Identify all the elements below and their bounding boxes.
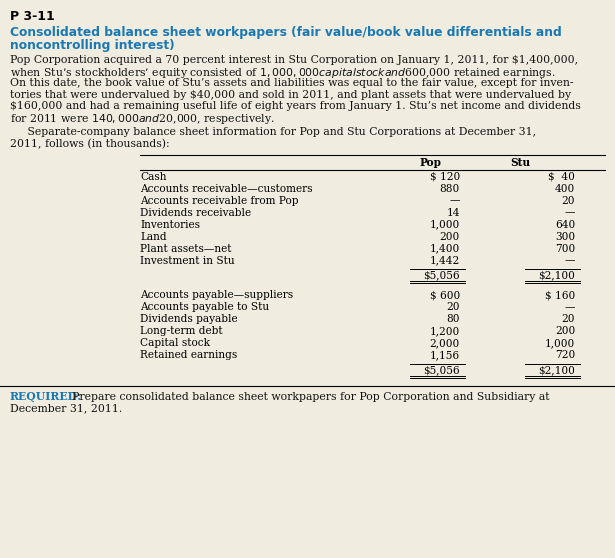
Text: Investment in Stu: Investment in Stu: [140, 256, 235, 266]
Text: 14: 14: [446, 208, 460, 218]
Text: 20: 20: [446, 302, 460, 312]
Text: 80: 80: [446, 315, 460, 325]
Text: Accounts receivable—customers: Accounts receivable—customers: [140, 184, 312, 194]
Text: $ 600: $ 600: [430, 291, 460, 301]
Text: $5,056: $5,056: [423, 271, 460, 281]
Text: 20: 20: [561, 315, 575, 325]
Text: Prepare consolidated balance sheet workpapers for Pop Corporation and Subsidiary: Prepare consolidated balance sheet workp…: [65, 392, 549, 402]
Text: REQUIRED:: REQUIRED:: [10, 392, 82, 402]
Text: $  40: $ 40: [548, 171, 575, 181]
Text: Plant assets—net: Plant assets—net: [140, 243, 231, 253]
Text: Long-term debt: Long-term debt: [140, 326, 223, 336]
Text: 20: 20: [561, 195, 575, 205]
Text: 400: 400: [555, 184, 575, 194]
Text: $5,056: $5,056: [423, 365, 460, 376]
Text: 880: 880: [440, 184, 460, 194]
Text: Accounts payable—suppliers: Accounts payable—suppliers: [140, 291, 293, 301]
Text: 300: 300: [555, 232, 575, 242]
Text: Pop: Pop: [419, 157, 441, 169]
Text: Land: Land: [140, 232, 167, 242]
Text: P 3-11: P 3-11: [10, 10, 55, 23]
Text: for 2011 were $140,000 and $20,000, respectively.: for 2011 were $140,000 and $20,000, resp…: [10, 113, 275, 127]
Text: Separate-company balance sheet information for Pop and Stu Corporations at Decem: Separate-company balance sheet informati…: [10, 127, 536, 137]
Text: $2,100: $2,100: [538, 271, 575, 281]
Text: On this date, the book value of Stu’s assets and liabilities was equal to the fa: On this date, the book value of Stu’s as…: [10, 78, 574, 88]
Text: Dividends receivable: Dividends receivable: [140, 208, 251, 218]
Text: 200: 200: [555, 326, 575, 336]
Text: 2011, follows (in thousands):: 2011, follows (in thousands):: [10, 138, 170, 149]
Text: 1,000: 1,000: [545, 339, 575, 349]
Text: Cash: Cash: [140, 171, 167, 181]
Text: 1,442: 1,442: [430, 256, 460, 266]
Text: when Stu’s stockholders’ equity consisted of $1,000,000 capital stock and $600,0: when Stu’s stockholders’ equity consiste…: [10, 66, 555, 80]
Text: —: —: [565, 302, 575, 312]
Text: Consolidated balance sheet workpapers (fair value/book value differentials and: Consolidated balance sheet workpapers (f…: [10, 26, 561, 39]
Text: —: —: [565, 208, 575, 218]
Text: Capital stock: Capital stock: [140, 339, 210, 349]
Text: 1,000: 1,000: [430, 219, 460, 229]
Text: $ 120: $ 120: [430, 171, 460, 181]
Text: December 31, 2011.: December 31, 2011.: [10, 403, 122, 413]
Text: —: —: [565, 256, 575, 266]
Text: Accounts payable to Stu: Accounts payable to Stu: [140, 302, 269, 312]
Text: Pop Corporation acquired a 70 percent interest in Stu Corporation on January 1, : Pop Corporation acquired a 70 percent in…: [10, 55, 578, 65]
Text: 200: 200: [440, 232, 460, 242]
Text: —: —: [450, 195, 460, 205]
Text: Accounts receivable from Pop: Accounts receivable from Pop: [140, 195, 298, 205]
Text: Dividends payable: Dividends payable: [140, 315, 237, 325]
Text: Retained earnings: Retained earnings: [140, 350, 237, 360]
Text: 1,400: 1,400: [430, 243, 460, 253]
Text: tories that were undervalued by $40,000 and sold in 2011, and plant assets that : tories that were undervalued by $40,000 …: [10, 89, 571, 99]
Text: 2,000: 2,000: [430, 339, 460, 349]
Text: Stu: Stu: [510, 157, 530, 169]
Text: 640: 640: [555, 219, 575, 229]
Text: noncontrolling interest): noncontrolling interest): [10, 39, 175, 52]
Text: 700: 700: [555, 243, 575, 253]
Text: $2,100: $2,100: [538, 365, 575, 376]
Text: $ 160: $ 160: [545, 291, 575, 301]
Text: 1,200: 1,200: [430, 326, 460, 336]
Text: 1,156: 1,156: [430, 350, 460, 360]
Text: $160,000 and had a remaining useful life of eight years from January 1. Stu’s ne: $160,000 and had a remaining useful life…: [10, 101, 581, 111]
Text: Inventories: Inventories: [140, 219, 200, 229]
Text: 720: 720: [555, 350, 575, 360]
